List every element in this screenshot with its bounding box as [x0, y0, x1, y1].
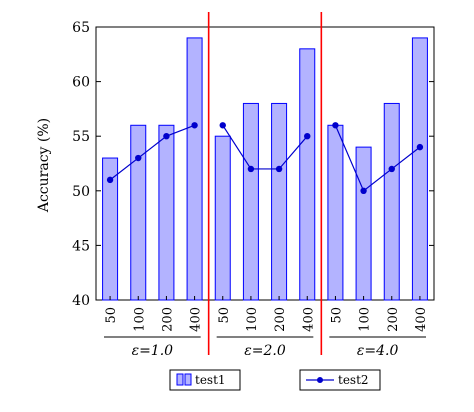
x-tick-label: 100 [245, 307, 260, 332]
x-tick-label: 200 [160, 307, 175, 332]
legend-label-test1: test1 [195, 373, 226, 387]
point-test2 [416, 143, 424, 151]
legend-swatch-test1b [184, 373, 192, 386]
line-test2 [222, 124, 308, 170]
plot-frame [95, 26, 435, 301]
point-test2 [191, 122, 198, 129]
y-tick-label: 55 [72, 129, 90, 145]
group-label: ε=4.0 [357, 343, 399, 359]
point-test2 [247, 165, 255, 173]
bar-test1 [327, 124, 344, 301]
bar-test1 [299, 48, 316, 301]
point-test2 [360, 187, 367, 194]
point-test2 [304, 133, 311, 140]
legend-swatch-dot-test2 [317, 377, 323, 383]
point-test2 [135, 154, 142, 162]
point-test2 [332, 122, 339, 129]
line-test2 [334, 125, 421, 192]
y-tick-label: 60 [72, 75, 90, 91]
x-tick-label: 50 [217, 307, 232, 324]
legend-swatch-test1 [176, 373, 184, 386]
point-test2 [275, 165, 283, 173]
y-axis-label: Accuracy (%) [36, 118, 52, 213]
x-tick-label: 200 [386, 307, 401, 332]
line-test2 [109, 124, 195, 181]
group-label: ε=2.0 [244, 343, 286, 359]
bar-test1 [158, 124, 175, 301]
x-tick-label: 100 [358, 307, 373, 332]
group-label: ε=1.0 [132, 343, 174, 359]
x-tick-label: 400 [301, 307, 316, 332]
legend-label-test2: test2 [338, 373, 369, 387]
bar-test1 [186, 37, 203, 301]
bar-test1 [411, 37, 428, 301]
y-tick-label: 40 [72, 293, 90, 309]
point-test2 [163, 133, 170, 140]
bar-test1 [130, 124, 147, 301]
bar-test1 [355, 146, 372, 301]
point-test2 [219, 122, 226, 129]
bar-test1 [242, 102, 259, 301]
point-test2 [388, 165, 395, 173]
legend-box-test2 [299, 369, 381, 391]
x-tick-label: 100 [132, 307, 147, 332]
point-test2 [106, 176, 114, 184]
plot-area: 40 45 50 55 60 65 50 100 200 400 ε=1.0 50 100 200 400 ε… [72, 12, 435, 391]
x-tick-label: 200 [273, 307, 288, 332]
y-tick-label: 65 [72, 20, 90, 36]
x-tick-label: 50 [329, 307, 344, 324]
y-tick-label: 45 [72, 238, 90, 254]
x-tick-label: 400 [414, 307, 429, 332]
bar-test1 [214, 135, 231, 301]
x-tick-label: 50 [104, 307, 119, 324]
bar-test1 [383, 102, 400, 301]
bar-test1 [271, 102, 288, 301]
y-tick-label: 50 [72, 184, 90, 200]
x-tick-label: 400 [189, 307, 204, 332]
